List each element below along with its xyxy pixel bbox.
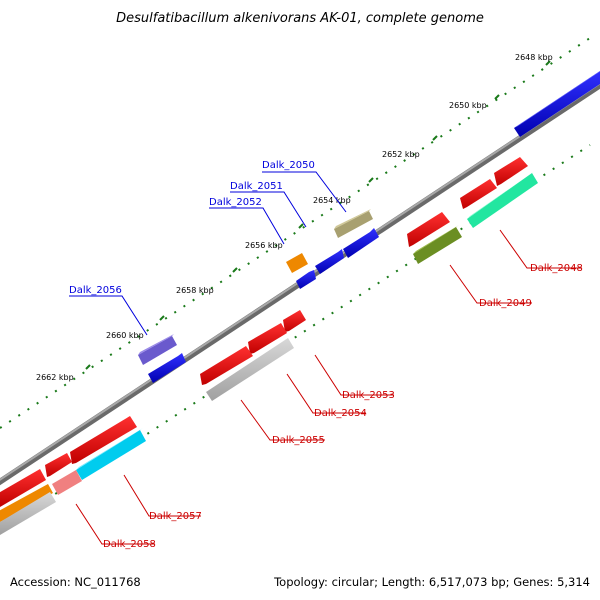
label-dalk-2052[interactable]: Dalk_2052 xyxy=(209,197,262,208)
accession-text: Accession: NC_011768 xyxy=(10,575,141,589)
label-dalk-2055[interactable]: Dalk_2055 xyxy=(272,435,325,446)
major-ticks xyxy=(85,60,551,370)
gene-dalk-2056-top xyxy=(138,334,174,355)
tick-label-2648: 2648 kbp xyxy=(515,53,553,62)
tick-track-inner xyxy=(0,144,591,531)
gene-dalk-2056[interactable] xyxy=(138,336,177,365)
tick-label-2650: 2650 kbp xyxy=(449,101,487,110)
label-dalk-2048[interactable]: Dalk_2048 xyxy=(530,263,583,274)
gene-dalk-2053[interactable] xyxy=(283,310,306,332)
gene-dalk-2050-top xyxy=(334,209,371,229)
gene-red-f[interactable] xyxy=(45,453,72,477)
tick-track-outer xyxy=(0,37,591,429)
tick-label-2658: 2658 kbp xyxy=(176,286,214,295)
label-dalk-2049[interactable]: Dalk_2049 xyxy=(479,298,532,309)
label-dalk-2054[interactable]: Dalk_2054 xyxy=(314,408,367,419)
gene-dalk-2054[interactable] xyxy=(248,323,287,354)
label-dalk-2057[interactable]: Dalk_2057 xyxy=(149,511,202,522)
tick-label-2660: 2660 kbp xyxy=(106,331,144,340)
plus-strand-genes xyxy=(138,71,600,383)
gene-gray-bl[interactable] xyxy=(0,492,56,535)
gene-orange[interactable] xyxy=(286,253,308,273)
label-dalk-2053[interactable]: Dalk_2053 xyxy=(342,390,395,401)
tick-label-2662: 2662 kbp xyxy=(36,373,74,382)
genome-summary-text: Topology: circular; Length: 6,517,073 bp… xyxy=(273,575,590,589)
gene-red-e[interactable] xyxy=(70,416,137,464)
gene-dalk-2048[interactable] xyxy=(467,173,538,228)
gene-dalk-2057-top xyxy=(76,428,143,470)
gene-dalk-2049[interactable] xyxy=(413,227,462,264)
gene-orange-bl[interactable] xyxy=(0,484,53,522)
gene-red-a[interactable] xyxy=(494,157,528,186)
gene-red-g[interactable] xyxy=(0,469,46,507)
label-dalk-2050[interactable]: Dalk_2050 xyxy=(262,160,315,171)
gene-dalk-2051[interactable] xyxy=(343,228,379,258)
tick-label-2652: 2652 kbp xyxy=(382,150,420,159)
genome-title: Desulfatibacillum alkenivorans AK-01, co… xyxy=(116,11,484,26)
gene-blue-2056b[interactable] xyxy=(148,353,186,383)
gene-dalk-2049-top xyxy=(413,225,459,254)
label-dalk-2051[interactable]: Dalk_2051 xyxy=(230,181,283,192)
gene-dalk-2057[interactable] xyxy=(76,430,146,480)
gene-red-b[interactable] xyxy=(460,179,497,209)
gene-red-c[interactable] xyxy=(407,212,450,247)
gene-dalk-2052[interactable] xyxy=(315,249,344,274)
label-leaders-plus xyxy=(69,171,347,336)
gene-dalk-2050[interactable] xyxy=(334,211,373,238)
tick-label-2656: 2656 kbp xyxy=(245,241,283,250)
label-dalk-2056[interactable]: Dalk_2056 xyxy=(69,285,122,296)
gene-labels-plus: Dalk_2050 Dalk_2051 Dalk_2052 Dalk_2056 xyxy=(69,160,315,296)
gene-block[interactable] xyxy=(514,71,600,137)
tick-labels: 2648 kbp 2650 kbp 2652 kbp 2654 kbp 2656… xyxy=(36,53,553,382)
gene-dalk-2055[interactable] xyxy=(206,338,294,401)
minus-strand-genes xyxy=(0,157,538,535)
gene-block-top xyxy=(514,71,600,128)
gene-labels-minus: Dalk_2048 Dalk_2049 Dalk_2053 Dalk_2054 … xyxy=(103,263,583,550)
label-dalk-2058[interactable]: Dalk_2058 xyxy=(103,539,156,550)
label-leaders-minus xyxy=(75,229,582,545)
gene-red-d[interactable] xyxy=(200,346,253,385)
gene-dalk-2058[interactable] xyxy=(52,470,82,495)
gene-small-blue[interactable] xyxy=(296,270,316,289)
tick-label-2654: 2654 kbp xyxy=(313,196,351,205)
